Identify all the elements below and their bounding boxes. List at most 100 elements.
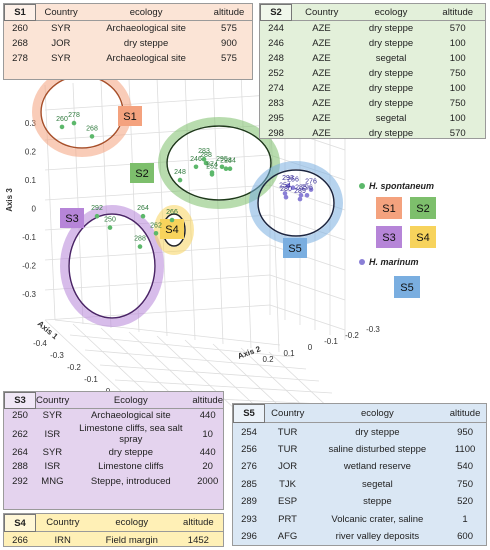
accession-id-cell: 244 [268,23,284,34]
point-label: 296 [301,184,313,191]
column-header-altitude: altitude [444,404,486,424]
accession-id-cell: 276 [241,461,257,473]
altitude-cell: 540 [457,461,473,473]
ecology-cell: dry steppe [108,446,153,458]
grid-line [184,74,196,341]
axis3-tick-label: 0 [32,205,37,214]
point-label: 266 [166,209,178,216]
altitude-cell: 570 [449,23,466,34]
table-row: 292 MNG Steppe, introduced 2000 [5,474,224,489]
cluster-badge-s5 [283,238,307,258]
data-point-254 [282,191,288,196]
group-label-s1: S1 [4,4,36,21]
table-row: 246 AZE dry steppe 100 [261,36,486,51]
table-row: 266 IRN Field margin 1452 [5,532,224,549]
ecology-cell: dry steppe [355,426,400,438]
s4-table-body: 266 IRN Field margin 1452 [5,532,224,549]
ecology-cell: Steppe, introduced [90,475,171,487]
point-label: 262 [150,222,162,229]
axis1-tick-label: -0.4 [33,339,47,348]
point-label: 244 [224,158,236,165]
column-header-ecology: ecology [310,404,445,424]
grid-line [269,274,346,301]
data-point-298 [223,166,229,171]
legend-swatch-s1 [376,197,402,219]
grid-line [44,154,271,171]
point-label: 292 [91,205,103,212]
country-cell: AZE [312,38,331,49]
axis1-tick-label: -0.3 [50,351,64,360]
ecology-cell: Archaeological site [106,23,186,34]
grid-line [44,84,56,321]
altitude-cell: 2000 [197,475,219,487]
grid-line [269,214,346,241]
table-header-row: S4 Country ecology altitude [4,514,223,532]
accession-id-cell: 274 [268,83,284,94]
s5-table-grid: S5 Country ecology altitude 254 TUR dry st… [233,403,487,545]
accession-id-cell: 250 [12,410,28,422]
column-header-altitude: altitude [173,514,223,532]
table-row: 250 SYR Archaeological site 440 [5,408,224,423]
point-label: 246 [190,156,202,163]
column-header-altitude: altitude [430,4,485,21]
country-cell: SYR [42,446,63,458]
s4-accession-table: S4 Country ecology altitude 266 IRN Field … [3,513,224,547]
s1-table-grid: S1 Country ecology altitude 260 SYR Archae… [4,4,252,66]
data-point-276 [308,187,314,192]
axis2-title: Axis 2 [237,344,263,361]
axis2-tick-label: -0.2 [345,331,359,340]
ecology-cell: dry steppe [368,98,414,109]
altitude-cell: 900 [221,38,237,49]
table-row: 264 SYR dry steppe 440 [5,445,224,460]
grid-line [100,327,182,404]
table-row: 256 TUR saline disturbed steppe 1100 [234,441,487,458]
data-point-280 [283,194,289,200]
ecology-cell: Archaeological site [106,53,186,64]
axis3-tick-label: 0.3 [25,119,37,128]
country-cell: ESP [278,496,298,508]
table-header-row: S2 Country ecology altitude [260,4,485,21]
cluster-badge-label: S4 [165,224,178,236]
axis3-title: Axis 3 [5,188,14,212]
s2-accession-table: S2 Country ecology altitude 244 AZE dry st… [259,3,486,139]
accession-id-cell: 295 [268,113,284,124]
s3-accession-table: S3 Country Ecology altitude 250 SYR Archae… [3,391,224,510]
table-row: 252 AZE dry steppe 750 [261,66,486,81]
column-header-altitude: altitude [205,4,252,21]
accession-id-cell: 254 [241,426,257,438]
data-point-248 [177,177,183,183]
s3-table-grid: S3 Country Ecology altitude 250 SYR Archae… [4,392,223,489]
point-label: 250 [104,217,116,224]
axis2-tick-label: -0.3 [366,325,380,334]
column-header-country: Country [291,4,352,21]
s1-table-body: 260 SYR Archaeological site 575 268 JOR dry st… [5,21,253,67]
data-point-246 [193,164,199,170]
axis1-tick-label: -0.2 [67,363,81,372]
grid-line [44,319,126,396]
country-cell: AZE [312,98,331,109]
data-point-266 [169,217,175,223]
point-label: 283 [198,148,210,155]
cluster-badge-label: S1 [123,111,136,123]
grid-line [44,184,271,201]
grid-line [114,379,333,394]
table-header-row: S3 Country Ecology altitude [4,392,223,409]
legend-swatch-s5 [394,276,420,298]
group-label-s4: S4 [4,514,36,532]
data-point-289 [297,196,303,202]
altitude-cell: 1452 [187,534,209,546]
legend-swatch-label: S5 [400,282,413,294]
altitude-cell: 575 [221,53,237,64]
axis3-tick-label: -0.1 [22,233,36,242]
axis3-tick-label: -0.3 [22,290,36,299]
altitude-cell: 1 [462,513,468,525]
accession-id-cell: 278 [12,53,28,64]
ecology-cell: Limestone cliffs, sea salt spray [79,423,183,445]
point-label: 278 [68,112,80,119]
data-point-252 [209,172,215,177]
table-row: 289 ESP steppe 520 [234,493,487,510]
ecology-cell: dry steppe [123,38,169,49]
column-header-country: Country [35,514,90,532]
axis2-tick-label: -0.1 [324,337,338,346]
table-row: 283 AZE dry steppe 750 [261,96,486,111]
